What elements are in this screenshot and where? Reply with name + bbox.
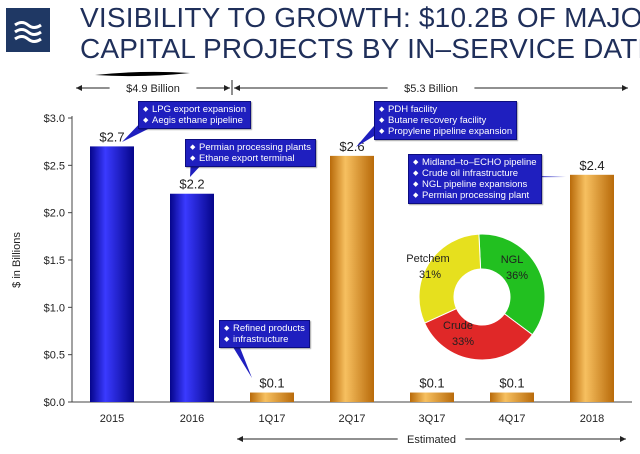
data-label-4Q17: $0.1	[499, 376, 524, 391]
y-tick-label: $2.5	[44, 160, 65, 172]
estimated-label-bg	[397, 431, 466, 446]
estimated-arrow-left	[237, 436, 243, 442]
callout-item: NGL pipeline expansions	[413, 179, 537, 190]
pie-pct-petchem: 31%	[419, 269, 441, 281]
callout-item: Propylene pipeline expansion	[379, 126, 512, 137]
data-label-2015: $2.7	[99, 129, 124, 144]
callout-list: PDH facilityButane recovery facilityProp…	[379, 104, 512, 137]
y-tick-label: $2.0	[44, 208, 65, 220]
span-5-3b-label: $5.3 Billion	[404, 83, 458, 95]
callout-2018: Midland–to–ECHO pipelineCrude oil infras…	[408, 154, 542, 204]
y-tick-label: $0.5	[44, 350, 65, 362]
callout-item: infrastructure	[224, 334, 305, 345]
data-label-2016: $2.2	[179, 177, 204, 192]
data-label-2018: $2.4	[579, 158, 604, 173]
bar-3Q17	[410, 392, 454, 402]
bar-2018	[570, 174, 614, 402]
span-5-3b-arrow-right	[622, 85, 628, 91]
x-tick-label-2016: 2016	[180, 413, 204, 425]
callout-list: Refined productsinfrastructure	[224, 323, 305, 345]
y-tick-label: $0.0	[44, 397, 65, 409]
callout-item: Permian processing plant	[413, 190, 537, 201]
pie-slice-petchem	[418, 233, 482, 324]
bar-2Q17	[330, 155, 374, 402]
x-tick-label-2Q17: 2Q17	[339, 413, 366, 425]
title-line-2: CAPITAL PROJECTS BY IN–SERVICE DATE	[80, 33, 640, 64]
callout-2Q17: PDH facilityButane recovery facilityProp…	[374, 101, 518, 140]
estimated-label: Estimated	[407, 434, 456, 446]
callout-list: LPG export expansionAegis ethane pipelin…	[143, 104, 246, 126]
callout-item: Midland–to–ECHO pipeline	[413, 157, 537, 168]
span-5-3b-label-bg	[387, 80, 475, 95]
x-tick-label-1Q17: 1Q17	[259, 413, 286, 425]
callout-1Q17: Refined productsinfrastructure	[219, 320, 310, 348]
callout-item: Permian processing plants	[190, 142, 311, 153]
pie-slice-ngl	[478, 233, 546, 336]
title-line-1: VISIBILITY TO GROWTH: $10.2B OF MAJOR	[80, 2, 640, 33]
y-tick-label: $1.5	[44, 255, 65, 267]
x-tick-label-2015: 2015	[100, 413, 124, 425]
pie-label-petchem: Petchem	[406, 253, 449, 265]
callout-item: Butane recovery facility	[379, 115, 512, 126]
page-title: VISIBILITY TO GROWTH: $10.2B OF MAJOR CA…	[80, 2, 640, 64]
x-tick-label-2018: 2018	[580, 413, 604, 425]
bar-1Q17	[250, 392, 294, 402]
callout-item: LPG export expansion	[143, 104, 246, 115]
callout-item: Crude oil infrastructure	[413, 168, 537, 179]
title-underline-swoosh	[95, 71, 190, 77]
y-axis-label: $ in Billions	[11, 232, 23, 288]
span-4-9b-arrow-right	[224, 85, 230, 91]
data-label-2Q17: $2.6	[339, 139, 364, 154]
x-tick-label-3Q17: 3Q17	[419, 413, 446, 425]
pie-label-ngl: NGL	[501, 254, 524, 266]
data-label-1Q17: $0.1	[259, 376, 284, 391]
bar-2016	[170, 193, 214, 402]
pie-pct-ngl: 36%	[506, 270, 528, 282]
pie-pct-crude: 33%	[452, 336, 474, 348]
callout-2015: LPG export expansionAegis ethane pipelin…	[138, 101, 252, 129]
span-4-9b-label-bg	[109, 80, 197, 95]
y-tick-label: $3.0	[44, 113, 65, 125]
wave-logo-icon	[14, 21, 42, 43]
callout-2016: Permian processing plantsEthane export t…	[185, 139, 316, 167]
callout-list: Midland–to–ECHO pipelineCrude oil infras…	[413, 157, 537, 201]
bar-2015	[90, 146, 134, 402]
bar-4Q17	[490, 392, 534, 402]
callout-item: Refined products	[224, 323, 305, 334]
callout-item: PDH facility	[379, 104, 512, 115]
callout-list: Permian processing plantsEthane export t…	[190, 142, 311, 164]
callout-item: Ethane export terminal	[190, 153, 311, 164]
span-4-9b-arrow-left	[76, 85, 82, 91]
span-5-3b-arrow-left	[234, 85, 240, 91]
x-tick-label-4Q17: 4Q17	[499, 413, 526, 425]
pie-label-crude: Crude	[443, 320, 473, 332]
pie-slice-crude	[423, 307, 534, 361]
y-tick-label: $1.0	[44, 302, 65, 314]
span-4-9b-label: $4.9 Billion	[126, 83, 180, 95]
company-logo	[6, 8, 50, 52]
estimated-arrow-right	[620, 436, 626, 442]
callout-item: Aegis ethane pipeline	[143, 115, 246, 126]
data-label-3Q17: $0.1	[419, 376, 444, 391]
